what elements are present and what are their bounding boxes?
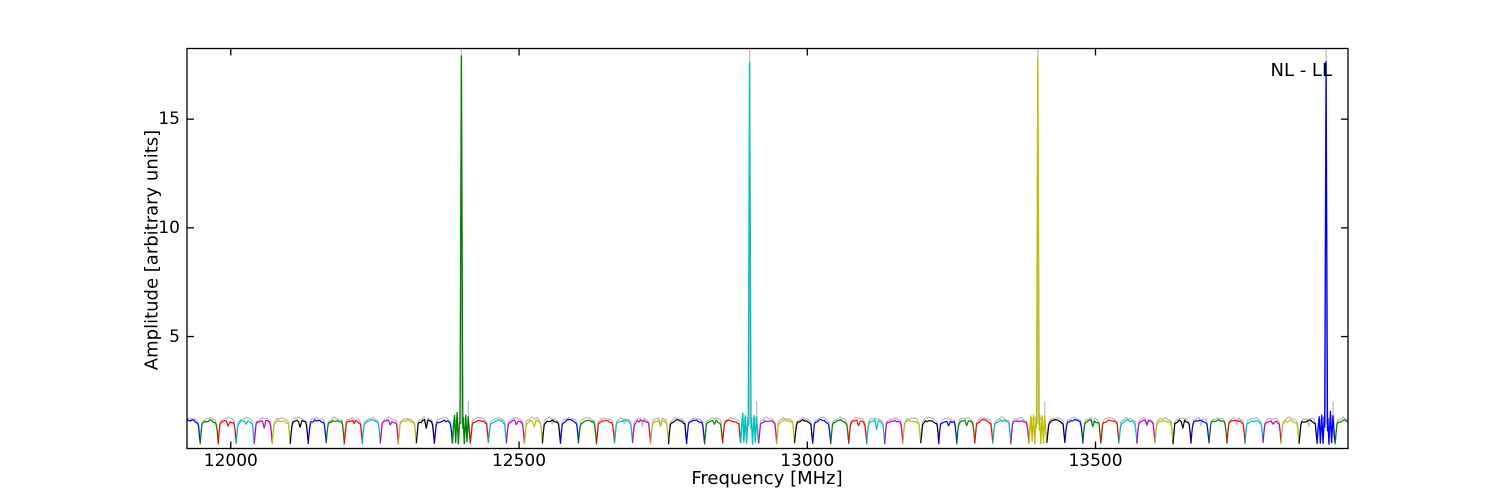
- subband-trace: [361, 419, 381, 445]
- subband-trace: [902, 419, 922, 445]
- subband-trace: [415, 418, 435, 444]
- subband-trace: [685, 419, 706, 445]
- subband-trace: [559, 418, 580, 444]
- subband-trace: [992, 419, 1012, 444]
- spike-subband-trace: [739, 61, 760, 445]
- subband-trace: [649, 419, 670, 445]
- x-tick-label: 12000: [203, 451, 258, 471]
- subband-trace: [1064, 418, 1084, 444]
- subband-trace: [325, 419, 345, 445]
- y-tick-label: 5: [169, 326, 180, 347]
- subband-trace: [848, 419, 868, 445]
- subband-trace: [722, 419, 742, 444]
- reference-trace-layer: [187, 48, 1348, 445]
- subband-trace: [703, 419, 724, 445]
- x-tick-label: 12500: [491, 451, 547, 471]
- subband-trace: [1100, 419, 1120, 444]
- subband-trace: [1226, 419, 1246, 444]
- axes-frame: [186, 47, 1349, 450]
- subband-trace: [1298, 419, 1318, 444]
- subband-trace: [379, 419, 399, 445]
- x-axis-label: Frequency [MHz]: [691, 468, 843, 489]
- subband-trace: [758, 420, 778, 444]
- subband-trace: [199, 418, 219, 445]
- subband-trace: [595, 419, 616, 444]
- subband-trace: [776, 419, 796, 444]
- subband-trace: [938, 420, 958, 445]
- subband-trace: [794, 419, 814, 443]
- subband-trace: [1334, 419, 1348, 445]
- subband-trace: [271, 419, 291, 445]
- subband-trace: [974, 419, 994, 444]
- subband-trace: [884, 419, 904, 445]
- subband-trace: [1118, 418, 1138, 444]
- subband-trace: [343, 419, 363, 445]
- subband-trace: [812, 418, 832, 445]
- subband-trace: [469, 419, 490, 444]
- subband-trace: [433, 419, 453, 444]
- subband-trace: [956, 419, 976, 445]
- spike-subband-trace: [1316, 60, 1336, 445]
- y-tick-label: 10: [158, 217, 180, 238]
- spike-subband-trace: [451, 55, 472, 445]
- subband-trace: [577, 419, 598, 445]
- subband-trace: [1208, 418, 1228, 444]
- subband-trace: [397, 418, 417, 444]
- subband-trace: [487, 419, 508, 444]
- x-tick-label: 13500: [1068, 451, 1123, 471]
- subband-trace: [187, 419, 201, 444]
- subband-trace: [613, 418, 634, 444]
- subband-trace: [505, 419, 526, 445]
- baseline-polarization-label: NL - LL: [1270, 60, 1333, 81]
- subband-trace: [1154, 419, 1174, 444]
- y-tick-label: 15: [158, 109, 180, 130]
- subband-trace: [523, 419, 544, 444]
- subband-trace: [1262, 420, 1282, 445]
- subband-trace: [1244, 420, 1264, 444]
- subband-trace: [1172, 419, 1192, 445]
- subband-trace: [920, 419, 940, 445]
- subband-trace-layer: [187, 55, 1348, 445]
- subband-trace: [1136, 419, 1156, 444]
- subband-trace: [253, 419, 273, 444]
- subband-trace: [1010, 420, 1030, 445]
- subband-trace: [1280, 419, 1300, 445]
- subband-trace: [307, 419, 327, 444]
- subband-trace: [631, 419, 652, 444]
- y-axis-label: Amplitude [arbitrary units]: [141, 129, 163, 371]
- subband-trace: [667, 418, 688, 445]
- subband-trace: [541, 419, 562, 444]
- subband-trace: [217, 419, 237, 445]
- subband-trace: [235, 420, 255, 445]
- subband-trace: [866, 419, 886, 445]
- subband-trace: [1046, 419, 1066, 444]
- x-tick-label: 13000: [780, 451, 835, 471]
- subband-trace: [1190, 419, 1210, 444]
- subband-trace: [1082, 419, 1102, 444]
- spike-subband-trace: [1028, 57, 1048, 445]
- subband-trace: [830, 418, 850, 445]
- subband-trace: [289, 419, 309, 445]
